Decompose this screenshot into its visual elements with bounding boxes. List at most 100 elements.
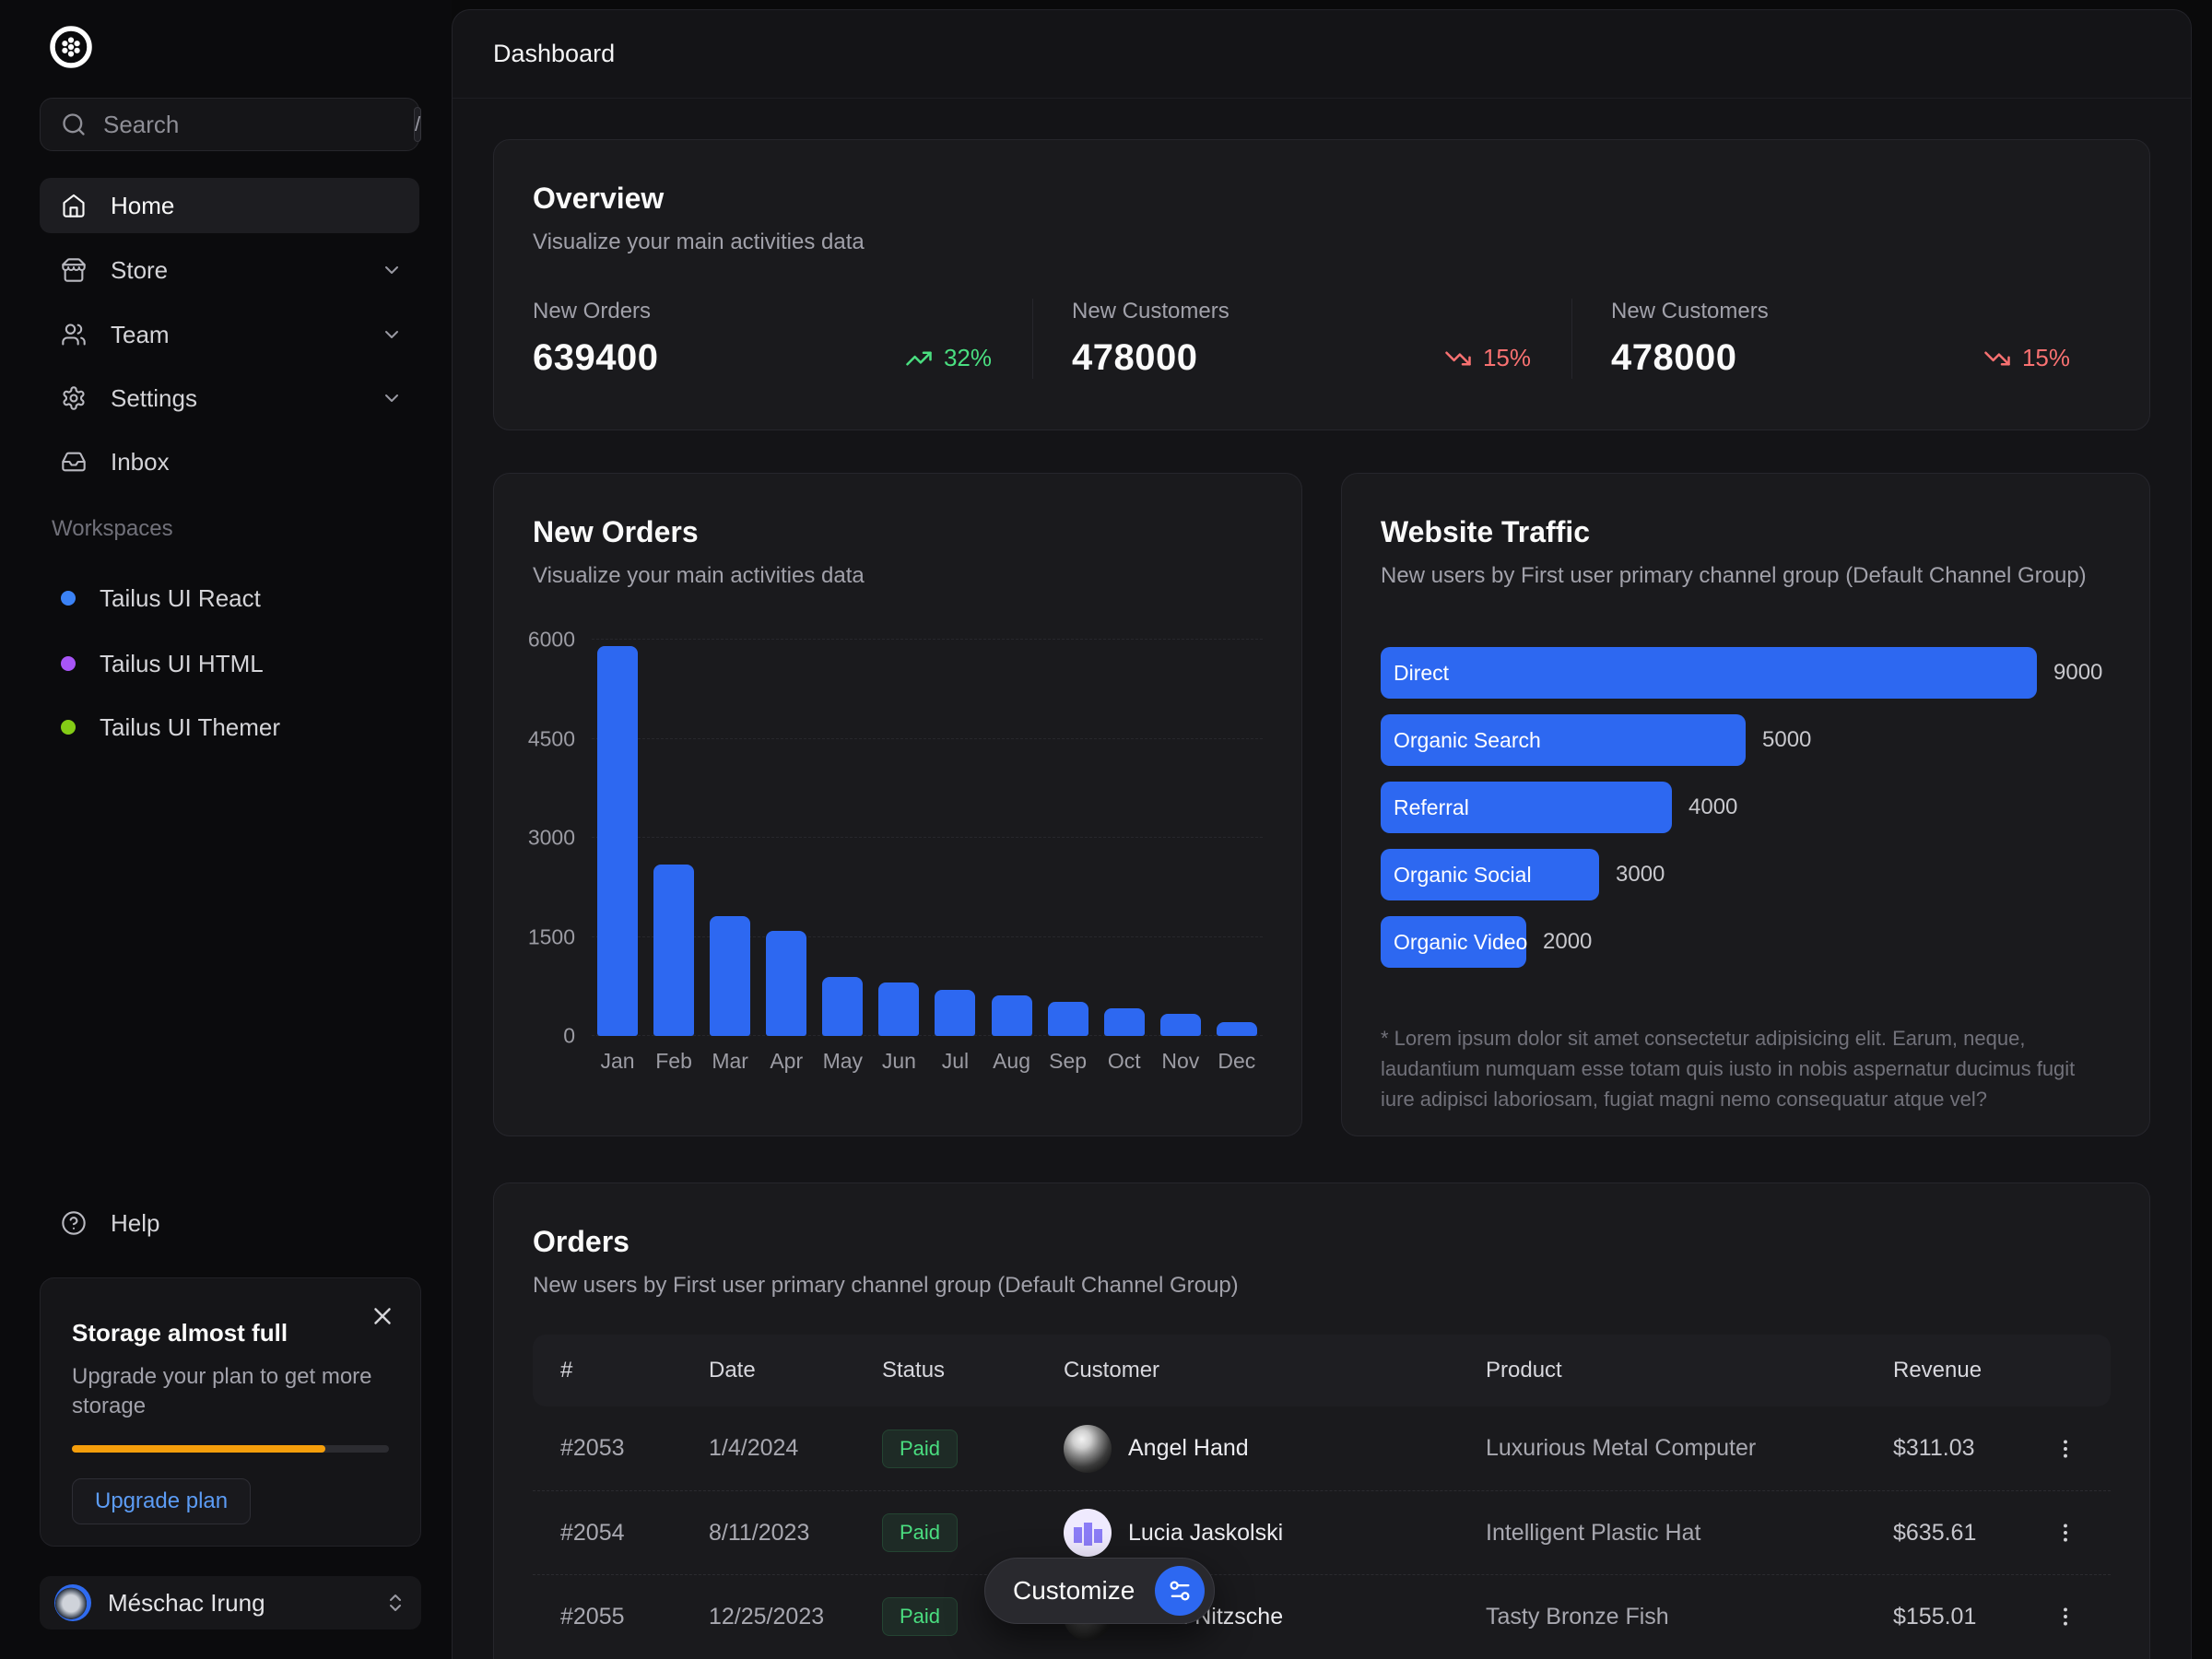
overview-stats: New Orders 639400 32% New Customers	[533, 299, 2111, 379]
stat-trend: 15%	[1983, 344, 2070, 372]
x-axis-tick-label: Feb	[653, 1049, 694, 1074]
table-row[interactable]: #2053 1/4/2024 Paid Angel Hand Luxurious…	[533, 1406, 2111, 1490]
search-input[interactable]	[101, 110, 414, 140]
main-content: Overview Visualize your main activities …	[453, 99, 2191, 1659]
order-id: #2055	[560, 1604, 709, 1630]
y-axis-tick-label: 6000	[528, 628, 575, 653]
close-icon[interactable]	[369, 1302, 396, 1330]
search-box[interactable]: /	[40, 98, 419, 151]
traffic-value: 4000	[1688, 794, 1737, 820]
new-orders-chart-card: New Orders Visualize your main activitie…	[493, 473, 1302, 1136]
x-axis-tick-label: Jun	[878, 1049, 919, 1074]
revenue-value: $311.03	[1893, 1435, 1975, 1462]
row-menu-icon[interactable]	[2053, 1437, 2077, 1461]
user-name: Méschac Irung	[108, 1589, 384, 1618]
orders-card: Orders New users by First user primary c…	[493, 1182, 2150, 1659]
bar-Apr	[766, 931, 806, 1036]
x-axis-tick-label: Oct	[1104, 1049, 1145, 1074]
bar-Sep	[1048, 1002, 1088, 1036]
charts-row: New Orders Visualize your main activitie…	[493, 473, 2150, 1136]
overview-title: Overview	[533, 181, 2111, 216]
stat-trend: 32%	[905, 344, 992, 372]
x-axis-tick-label: Mar	[710, 1049, 750, 1074]
workspace-label: Tailus UI HTML	[100, 650, 264, 678]
column-header-id: #	[560, 1358, 709, 1383]
orders-table: # Date Status Customer Product Revenue #…	[533, 1335, 2111, 1658]
gear-icon	[61, 385, 87, 411]
row-menu-icon[interactable]	[2053, 1521, 2077, 1545]
help-label: Help	[111, 1209, 159, 1238]
stat-value: 478000	[1611, 337, 1736, 379]
storage-banner-title: Storage almost full	[72, 1319, 389, 1347]
workspace-item-tailus-ui-html[interactable]: Tailus UI HTML	[40, 642, 419, 685]
y-axis-tick-label: 1500	[528, 924, 575, 949]
bar-Jul	[935, 990, 975, 1036]
x-axis-tick-label: May	[822, 1049, 863, 1074]
sidebar-item-settings[interactable]: Settings	[40, 371, 419, 426]
column-header-status: Status	[882, 1358, 1064, 1383]
workspace-item-tailus-ui-themer[interactable]: Tailus UI Themer	[40, 706, 419, 748]
bar-Dec	[1217, 1022, 1257, 1036]
trending-down-icon	[1444, 345, 1472, 372]
chevrons-up-down-icon	[384, 1592, 406, 1614]
bar-Nov	[1160, 1014, 1201, 1036]
orders-chart-xlabels: JanFebMarAprMayJunJulAugSepOctNovDec	[592, 1049, 1263, 1074]
storage-banner-message: Upgrade your plan to get more storage	[72, 1362, 394, 1421]
stat-delta: 32%	[944, 344, 992, 372]
orders-subtitle: New users by First user primary channel …	[533, 1272, 2111, 1300]
traffic-value: 5000	[1762, 727, 1811, 753]
sidebar-item-inbox[interactable]: Inbox	[40, 434, 419, 489]
search-shortcut-key: /	[414, 107, 421, 142]
x-axis-tick-label: Jul	[935, 1049, 975, 1074]
traffic-bar-referral: Referral	[1381, 782, 1672, 833]
top-bar: Dashboard	[453, 10, 2191, 99]
overview-subtitle: Visualize your main activities data	[533, 229, 2111, 256]
avatar	[1064, 1425, 1112, 1473]
sidebar-item-home[interactable]: Home	[40, 178, 419, 233]
workspace-item-tailus-ui-react[interactable]: Tailus UI React	[40, 577, 419, 619]
table-row[interactable]: #2055 12/25/2023 Paid Shem Nitzsche Tast…	[533, 1574, 2111, 1658]
app-logo-icon[interactable]	[48, 24, 94, 70]
help-circle-icon	[61, 1210, 87, 1236]
traffic-row: Direct9000	[1381, 647, 2111, 699]
sidebar-item-label: Home	[111, 192, 403, 220]
sidebar-item-label: Store	[111, 256, 381, 285]
customer-name: Angel Hand	[1128, 1435, 1249, 1462]
user-menu[interactable]: Méschac Irung	[40, 1576, 421, 1630]
order-id: #2053	[560, 1435, 709, 1462]
sidebar: / Home Store Team Settings Inbox Workspa…	[0, 0, 452, 1659]
x-axis-tick-label: Jan	[597, 1049, 638, 1074]
row-menu-icon[interactable]	[2053, 1605, 2077, 1629]
bar-Mar	[710, 916, 750, 1036]
stat-label: New Orders	[533, 299, 1032, 324]
storage-banner: Storage almost full Upgrade your plan to…	[40, 1277, 421, 1547]
customize-button[interactable]: Customize	[984, 1558, 1215, 1624]
x-axis-tick-label: Sep	[1048, 1049, 1088, 1074]
storage-progress-bar	[72, 1445, 389, 1453]
sidebar-item-team[interactable]: Team	[40, 307, 419, 362]
y-axis-tick-label: 3000	[528, 826, 575, 851]
users-icon	[61, 322, 87, 347]
table-row[interactable]: #2054 8/11/2023 Paid Lucia Jaskolski Int…	[533, 1490, 2111, 1574]
customer-name: Lucia Jaskolski	[1128, 1520, 1283, 1547]
column-header-revenue: Revenue	[1893, 1358, 2083, 1383]
bar-Jun	[878, 982, 919, 1036]
store-icon	[61, 257, 87, 283]
new-orders-chart-subtitle: Visualize your main activities data	[533, 562, 1263, 590]
stat-value: 639400	[533, 337, 658, 379]
upgrade-plan-button[interactable]: Upgrade plan	[72, 1478, 251, 1524]
traffic-bar-organic-social: Organic Social	[1381, 849, 1599, 900]
page-title: Dashboard	[493, 40, 615, 68]
stat-new-customers-1: New Customers 478000 15%	[1032, 299, 1571, 379]
column-header-customer: Customer	[1064, 1358, 1486, 1383]
sidebar-item-help[interactable]: Help	[40, 1201, 419, 1245]
workspaces-heading: Workspaces	[52, 516, 173, 542]
sidebar-item-store[interactable]: Store	[40, 242, 419, 298]
stat-delta: 15%	[2022, 344, 2070, 372]
sidebar-item-label: Settings	[111, 384, 381, 413]
order-date: 1/4/2024	[709, 1435, 882, 1462]
overview-card: Overview Visualize your main activities …	[493, 139, 2150, 430]
traffic-value: 2000	[1543, 929, 1592, 955]
stat-delta: 15%	[1483, 344, 1531, 372]
status-badge: Paid	[882, 1513, 958, 1552]
